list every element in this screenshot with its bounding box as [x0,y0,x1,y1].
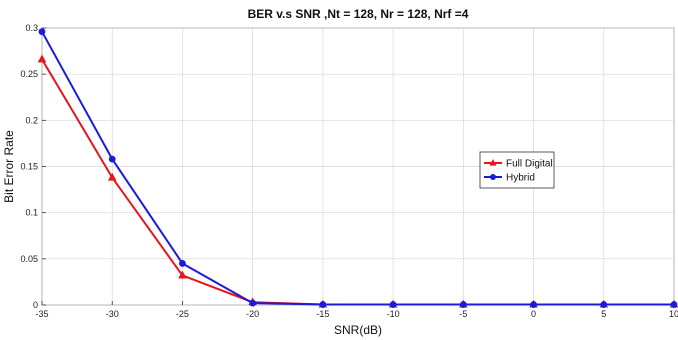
series-hybrid [38,28,678,308]
y-tick-label: 0.3 [25,23,38,33]
data-point-circle [459,301,467,308]
x-tick-label: -10 [387,309,400,319]
x-tick-label: -30 [106,309,119,319]
data-point-circle [179,260,186,267]
data-point-circle [530,301,537,308]
data-point-triangle [107,172,117,181]
y-axis-label: Bit Error Rate [2,130,16,203]
y-tick-label: 0.15 [20,162,38,172]
data-point-circle [38,28,46,36]
data-point-circle [600,301,608,308]
y-axis-ticks: 0 0.05 0.1 0.15 0.2 0.25 0.3 [20,23,46,310]
x-tick-label: -5 [459,309,467,319]
x-axis-ticks: -35 -30 -25 -20 -15 -10 -5 0 5 10 [35,301,678,319]
legend-marker-triangle [489,159,497,166]
x-tick-label: 0 [531,309,536,319]
x-tick-label: -20 [246,309,259,319]
x-tick-label: -15 [316,309,329,319]
y-tick-label: 0.05 [20,254,38,264]
series-layer [37,28,678,308]
y-tick-label: 0.2 [25,115,38,125]
y-tick-label: 0.25 [20,69,38,79]
data-point-circle [389,301,397,308]
data-point-circle [319,301,327,308]
data-point-triangle [37,54,47,63]
x-axis-label: SNR(dB) [334,323,382,337]
legend-box [479,151,555,189]
legend: Full Digital Hybrid [479,151,555,189]
data-point-triangle [178,270,187,279]
y-tick-label: 0 [33,300,38,310]
x-tick-label: -25 [176,309,189,319]
series-line [41,31,674,306]
y-tick-label: 0.1 [25,208,38,218]
x-tick-label: -35 [35,309,48,319]
x-tick-label: 5 [601,309,606,319]
data-point-circle [108,155,116,163]
legend-label: Hybrid [506,173,535,184]
x-tick-label: 10 [669,309,678,319]
legend-marker-circle [490,174,496,180]
data-point-circle [670,301,678,308]
data-point-circle [249,299,257,307]
chart-title: BER v.s SNR ,Nt = 128, Nr = 128, Nrf =4 [248,7,469,21]
legend-label: Full Digital [506,159,553,170]
